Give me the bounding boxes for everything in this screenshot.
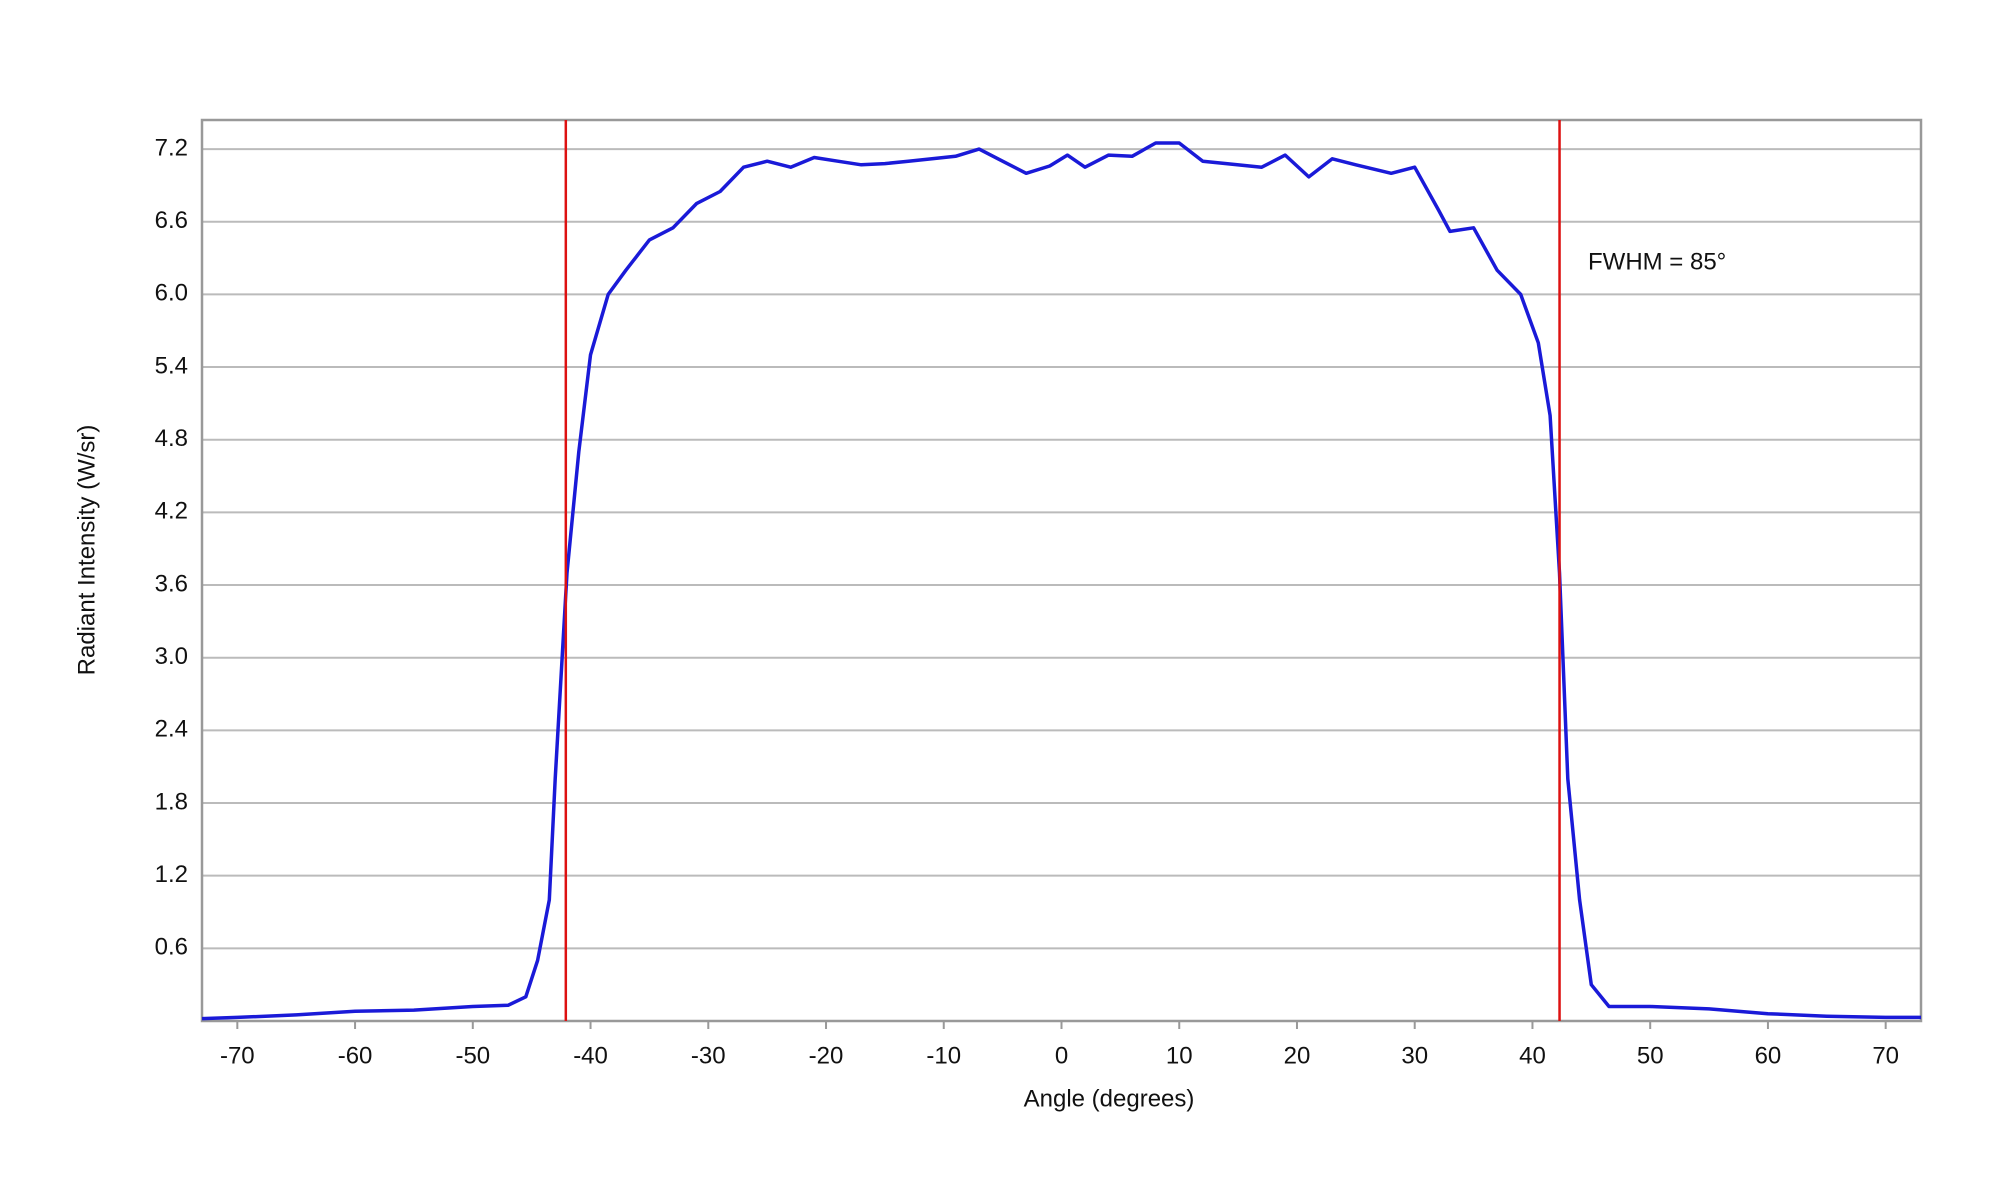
y-tick-label: 1.2 xyxy=(155,861,188,888)
annotation: FWHM = 85° xyxy=(1588,248,1726,275)
x-tick-label: -30 xyxy=(691,1042,726,1069)
y-tick-label: 4.2 xyxy=(155,498,188,525)
y-tick-label: 0.6 xyxy=(155,934,188,961)
y-tick-label: 5.4 xyxy=(155,352,188,379)
x-tick-label: 70 xyxy=(1872,1042,1899,1069)
x-tick-label: -70 xyxy=(220,1042,255,1069)
y-tick-label: 4.8 xyxy=(155,425,188,452)
x-tick-label: -60 xyxy=(338,1042,373,1069)
y-tick-label: 6.6 xyxy=(155,207,188,234)
x-tick-label: 10 xyxy=(1166,1042,1193,1069)
x-tick-label: -10 xyxy=(926,1042,961,1069)
x-axis-label: Angle (degrees) xyxy=(1024,1085,1195,1112)
x-tick-label: 50 xyxy=(1637,1042,1664,1069)
y-tick-label: 7.2 xyxy=(155,134,188,161)
x-tick-label: 20 xyxy=(1284,1042,1311,1069)
x-tick-label: 60 xyxy=(1755,1042,1782,1069)
x-tick-label: -20 xyxy=(809,1042,844,1069)
x-tick-label: -40 xyxy=(573,1042,608,1069)
plot-frame xyxy=(200,118,1923,1023)
x-tick-label: 0 xyxy=(1055,1042,1068,1069)
x-tick-label: 30 xyxy=(1401,1042,1428,1069)
y-axis-label: Radiant Intensity (W/sr) xyxy=(73,425,100,676)
x-tick-label: 40 xyxy=(1519,1042,1546,1069)
y-tick-label: 1.8 xyxy=(155,788,188,815)
y-tick-label: 2.4 xyxy=(155,716,188,743)
y-tick-label: 3.6 xyxy=(155,570,188,597)
y-tick-label: 6.0 xyxy=(155,280,188,307)
x-tick-label: -50 xyxy=(455,1042,490,1069)
y-tick-label: 3.0 xyxy=(155,643,188,670)
